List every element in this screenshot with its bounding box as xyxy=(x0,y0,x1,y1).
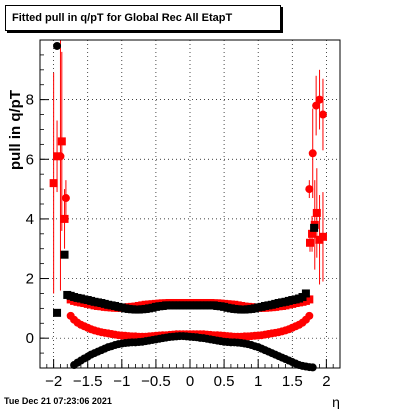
data-point-square xyxy=(310,223,319,232)
data-points xyxy=(49,41,327,372)
data-point-square xyxy=(308,229,317,238)
data-point-circle xyxy=(318,110,327,119)
data-point-circle xyxy=(312,101,321,110)
x-tick-label: −1.5 xyxy=(73,373,103,390)
data-point-square xyxy=(318,232,327,241)
data-point-circle xyxy=(305,311,314,320)
data-point-circle xyxy=(305,185,314,194)
data-point-square xyxy=(60,250,69,259)
y-tick-label: 2 xyxy=(26,271,34,288)
data-point-square xyxy=(53,152,62,161)
grid xyxy=(40,40,340,368)
data-point-square xyxy=(49,179,58,188)
data-point-square xyxy=(57,137,66,146)
data-point-square xyxy=(53,308,62,317)
x-tick-label: 0 xyxy=(186,373,194,390)
data-point-square xyxy=(60,214,69,223)
data-point-circle xyxy=(53,41,62,50)
y-tick-label: 4 xyxy=(26,211,34,228)
x-tick-label: 0.5 xyxy=(214,373,235,390)
x-tick-label: 2 xyxy=(322,373,330,390)
axes: −2 −1.5 −1 −0.5 0 0.5 1 1.5 2 0 2 4 6 8 xyxy=(26,39,341,390)
y-tick-label: 6 xyxy=(26,151,34,168)
y-tick-label: 8 xyxy=(26,92,34,109)
x-tick-label: 1 xyxy=(254,373,262,390)
y-tick-label: 0 xyxy=(26,330,34,347)
x-tick-label: −2 xyxy=(45,373,62,390)
timestamp: Tue Dec 21 07:23:06 2021 xyxy=(4,396,112,406)
data-point-circle xyxy=(61,194,70,203)
x-tick-label: −0.5 xyxy=(141,373,171,390)
error-bars xyxy=(53,40,324,294)
x-tick-label: 1.5 xyxy=(282,373,303,390)
data-point-square xyxy=(305,295,314,304)
chart-title: Fitted pull in q/pT for Global Rec All E… xyxy=(5,5,281,31)
y-axis-label: pull in q/pT xyxy=(7,90,24,170)
data-point-square xyxy=(306,238,314,247)
data-point-circle xyxy=(308,149,317,158)
data-point-square xyxy=(312,208,321,217)
data-point-circle xyxy=(315,95,324,104)
x-tick-label: −1 xyxy=(113,373,130,390)
x-axis-label: η xyxy=(332,394,340,409)
data-point-square xyxy=(301,289,310,298)
